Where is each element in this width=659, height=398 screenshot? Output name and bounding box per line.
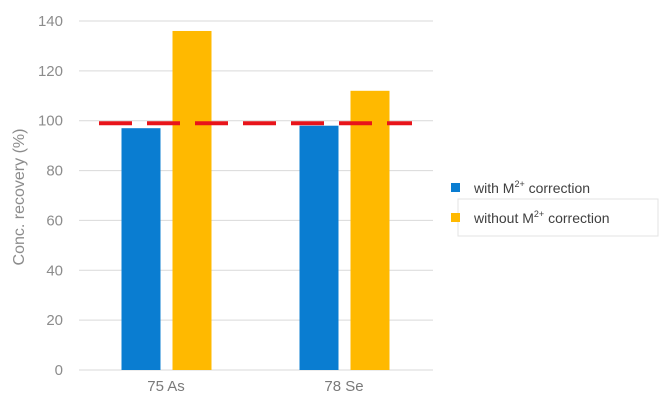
y-tick-label: 60 — [46, 212, 63, 229]
legend-swatch — [451, 213, 460, 222]
bar-with-correction-1 — [299, 125, 339, 370]
y-axis-title-layer: Conc. recovery (%) — [11, 129, 28, 266]
y-tick-label: 0 — [55, 362, 63, 379]
bar-without-correction-0 — [172, 30, 212, 370]
y-tick-label: 100 — [38, 113, 63, 130]
y-tick-label: 20 — [46, 312, 63, 329]
y-tick-label: 40 — [46, 262, 63, 279]
bars — [121, 30, 390, 371]
legend-entry-label: without M2+ correction — [473, 209, 610, 226]
x-category-label: 75 As — [147, 378, 185, 395]
y-axis-title: Conc. recovery (%) — [11, 129, 28, 266]
y-axis-ticks: 0 20 40 60 80 100 120 140 — [38, 13, 63, 379]
legend-box — [457, 198, 659, 237]
legend-entry-label: with M2+ correction — [473, 179, 590, 196]
y-tick-label: 80 — [46, 163, 63, 180]
bar-with-correction-0 — [121, 128, 161, 370]
x-category-label: 78 Se — [324, 378, 363, 395]
y-tick-label: 120 — [38, 63, 63, 80]
bar-without-correction-1 — [350, 90, 390, 371]
x-axis-categories: 75 As 78 Se — [147, 378, 363, 395]
y-tick-label: 140 — [38, 13, 63, 30]
legend-swatch — [451, 183, 460, 192]
legend: with M2+ correction without M2+ correctio… — [451, 179, 659, 237]
